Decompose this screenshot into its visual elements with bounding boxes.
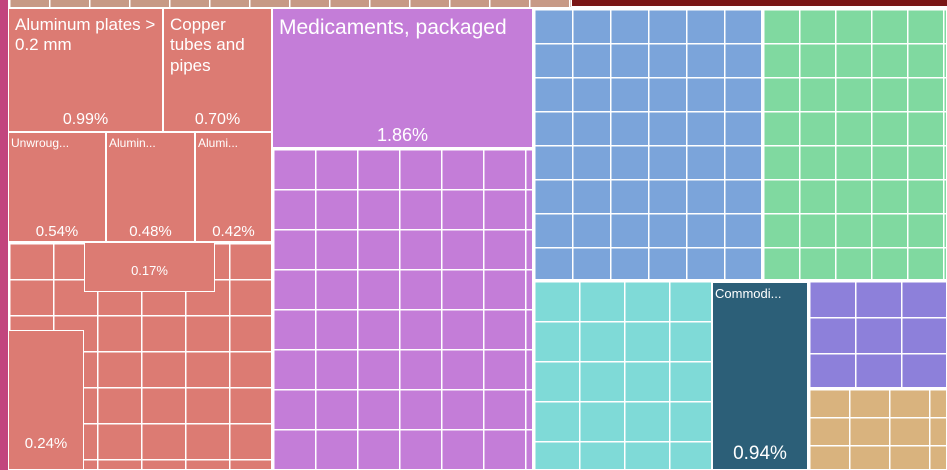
tile-label: Commodi... bbox=[715, 286, 782, 301]
blue-region bbox=[533, 8, 762, 280]
purple-region bbox=[272, 148, 533, 470]
tile: Copper tubes and pipes 0.70% bbox=[163, 8, 272, 132]
value-label: 0.99% bbox=[62, 111, 109, 128]
tan-region bbox=[808, 388, 947, 470]
tile-label: Aluminum plates > 0.2 mm bbox=[15, 15, 156, 55]
value-label: 0.94% bbox=[733, 443, 787, 464]
green-region bbox=[762, 8, 947, 280]
tile: Medicaments, packaged 1.86% bbox=[272, 8, 533, 148]
tile-label: Unwroug... bbox=[11, 136, 70, 150]
tile: 0.17% bbox=[84, 242, 215, 292]
tile: 0.24% bbox=[8, 330, 84, 470]
tile-label: Alumi... bbox=[198, 136, 239, 150]
value-label: 0.70% bbox=[194, 111, 241, 128]
value-label: 0.17% bbox=[131, 263, 168, 278]
tile: Alumi... 0.42% bbox=[195, 132, 272, 242]
tile: Aluminum plates > 0.2 mm 0.99% bbox=[8, 8, 163, 132]
tile-label: Medicaments, packaged bbox=[279, 16, 507, 39]
cyan-region bbox=[533, 280, 712, 470]
tile-label: Copper tubes and pipes bbox=[170, 15, 245, 75]
tile: Commodi... 0.94% bbox=[712, 282, 808, 470]
value-label: 0.24% bbox=[24, 435, 68, 452]
top-bar bbox=[572, 0, 947, 6]
tile: Unwroug... 0.54% bbox=[8, 132, 106, 242]
value-label: 1.86% bbox=[376, 125, 429, 145]
value-label: 0.54% bbox=[35, 223, 79, 240]
tile-label: Alumin... bbox=[109, 136, 156, 150]
value-label: 0.42% bbox=[212, 223, 255, 240]
value-label: 0.48% bbox=[129, 223, 172, 240]
edge-strip bbox=[0, 0, 8, 470]
tile: Alumin... 0.48% bbox=[106, 132, 195, 242]
top-strip bbox=[8, 0, 572, 8]
violet-region bbox=[808, 280, 947, 388]
